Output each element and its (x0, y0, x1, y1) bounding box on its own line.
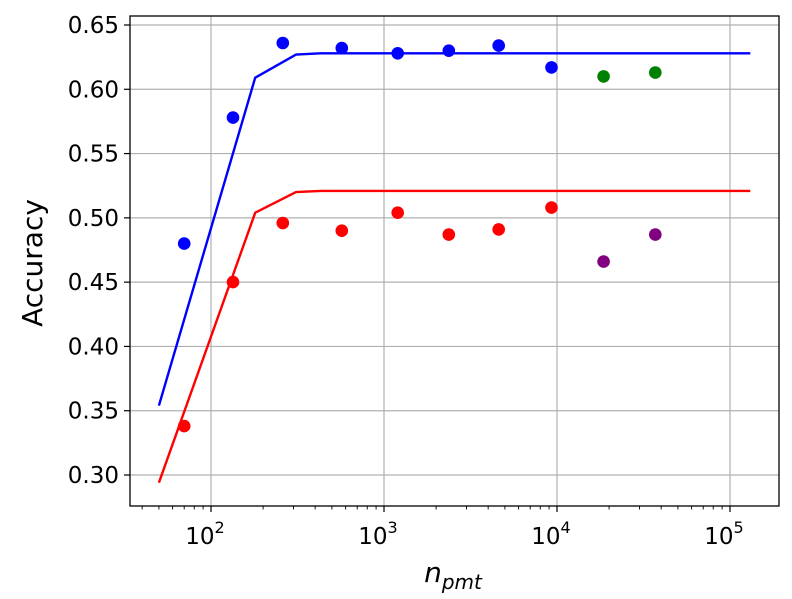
y-tick-label: 0.30 (68, 463, 119, 489)
x-minor-ticks (141, 506, 723, 510)
red-point (177, 419, 191, 433)
y-tick-label: 0.65 (68, 13, 119, 39)
x-axis-title-subscript: pmt (441, 570, 483, 594)
y-tick-label: 0.40 (68, 334, 119, 360)
y-tick-label: 0.45 (68, 270, 119, 296)
fit-lines (157, 52, 751, 484)
blue-point (177, 237, 191, 250)
data-points (177, 36, 662, 433)
x-tick-label: 105 (704, 518, 743, 550)
red-point (276, 216, 290, 230)
plot-frame (129, 15, 780, 507)
x-tick-label: 102 (185, 518, 224, 550)
x-tick-label: 104 (531, 518, 570, 550)
purple-point (649, 228, 662, 241)
blue-point (391, 47, 405, 60)
x-tick-label: 103 (358, 518, 397, 550)
blue-point (335, 41, 349, 55)
blue-point (492, 39, 506, 52)
y-axis-ticks: 0.30 0.35 0.40 0.45 0.50 0.55 0.60 0.65 (68, 13, 130, 489)
x-axis-title-main: n (424, 556, 442, 589)
y-tick-label: 0.60 (68, 77, 119, 103)
y-tick-label: 0.55 (68, 142, 119, 168)
red-point (391, 206, 405, 219)
blue-point (276, 36, 290, 50)
blue-point (545, 61, 558, 74)
blue-point (226, 111, 240, 124)
blue-fit-line (157, 52, 751, 406)
red-point (226, 275, 240, 289)
red-point (442, 228, 456, 241)
y-axis-title: Accuracy (16, 199, 49, 327)
grid-lines (130, 16, 779, 506)
x-axis-title: npmt (424, 556, 483, 594)
green-point (597, 70, 610, 83)
red-point (492, 223, 506, 236)
y-tick-label: 0.50 (68, 206, 119, 232)
x-axis-ticks: 102 103 104 105 (185, 506, 744, 550)
red-fit-line (157, 189, 751, 484)
blue-point (442, 44, 456, 57)
red-point (335, 224, 349, 237)
purple-point (597, 255, 610, 268)
y-tick-label: 0.35 (68, 399, 119, 425)
green-point (649, 66, 662, 79)
red-point (545, 201, 558, 214)
